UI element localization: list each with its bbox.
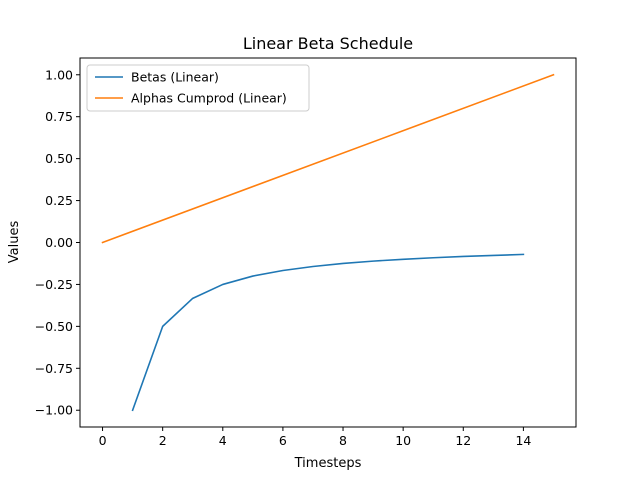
x-tick-label: 10 <box>395 433 411 448</box>
x-axis-label: Timesteps <box>294 456 362 471</box>
y-tick-label: −1.00 <box>35 403 73 418</box>
y-tick-label: −0.50 <box>35 319 73 334</box>
y-tick-label: −0.25 <box>35 277 73 292</box>
y-tick-label: −0.75 <box>35 361 73 376</box>
x-tick-label: 0 <box>99 433 107 448</box>
x-tick-label: 4 <box>219 433 227 448</box>
y-axis-ticks: −1.00 −0.75 −0.50 −0.25 0.00 0.25 0.50 0.75 1.00 <box>35 67 80 418</box>
x-tick-label: 6 <box>279 433 287 448</box>
legend: Betas (Linear) Alphas Cumprod (Linear) <box>86 64 310 112</box>
series-group <box>101 73 555 412</box>
y-tick-label: 0.25 <box>45 193 73 208</box>
x-tick-label: 2 <box>159 433 167 448</box>
series-line-0 <box>131 253 525 412</box>
y-axis-label: Values <box>7 221 22 264</box>
y-tick-label: 0.50 <box>45 151 73 166</box>
legend-entry: Alphas Cumprod (Linear) <box>131 91 287 106</box>
chart-title: Linear Beta Schedule <box>243 34 413 53</box>
series-line-1 <box>101 73 555 244</box>
legend-entry: Betas (Linear) <box>131 70 219 85</box>
x-axis-ticks: 0 2 4 6 8 10 12 14 <box>99 427 531 448</box>
x-tick-label: 14 <box>515 433 531 448</box>
y-tick-label: 0.00 <box>45 235 73 250</box>
y-tick-label: 0.75 <box>45 109 73 124</box>
x-tick-label: 12 <box>455 433 471 448</box>
y-tick-label: 1.00 <box>45 67 73 82</box>
x-tick-label: 8 <box>339 433 347 448</box>
legend-box <box>86 64 310 112</box>
